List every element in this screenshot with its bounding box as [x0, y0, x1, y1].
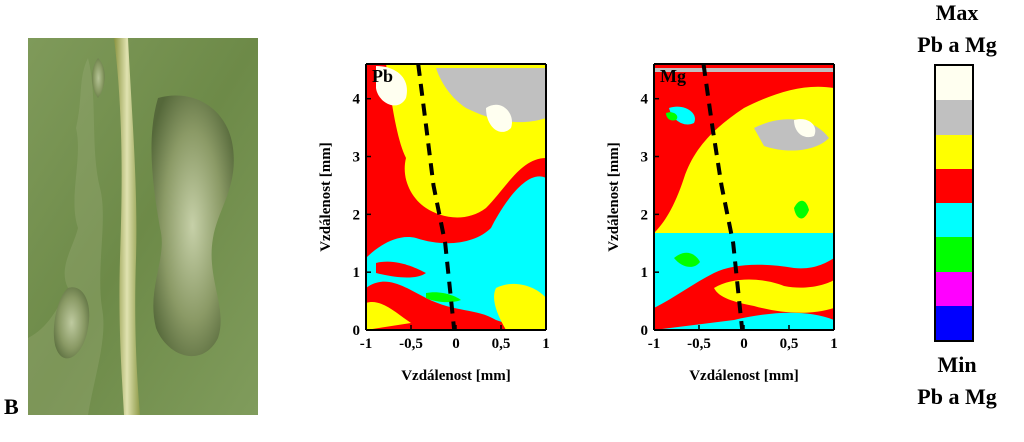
color-legend: Max Pb a Mg Min Pb a Mg [890, 0, 1024, 442]
legend-color-bar [934, 64, 974, 342]
pb-contour-fills [366, 64, 546, 330]
mg-x-tick-label: 1 [830, 336, 838, 352]
legend-min-sublabel: Pb a Mg [917, 384, 997, 409]
mg-contour-fills [654, 64, 834, 330]
legend-max-sublabel: Pb a Mg [917, 32, 997, 57]
mg-x-axis-label: Vzdálenost [mm] [689, 368, 799, 384]
mg-y-tick-label: 2 [641, 207, 649, 223]
pb-y-tick-label: 1 [353, 265, 361, 281]
legend-swatch [936, 305, 972, 340]
leaf-photo [28, 38, 258, 415]
mg-x-tick-label: 0 [740, 336, 748, 352]
pb-midrib-line [416, 63, 457, 331]
pb-y-axis-label: Vzdálenost [mm] [318, 142, 334, 252]
legend-swatch [936, 66, 972, 101]
legend-swatch [936, 203, 972, 238]
pb-x-tick-label: 1 [542, 336, 550, 352]
pb-series-label: Pb [372, 66, 393, 86]
pb-y-tick-label: 4 [353, 92, 361, 108]
pb-contour-chart: -1 -0,5 0 0,5 1 0 1 2 3 4 Pb Vzdálenost [mm] Vzd… [318, 63, 550, 384]
pb-x-tick-label: 0,5 [492, 336, 511, 352]
mg-contour-chart: -1 -0,5 0 0,5 1 0 1 2 3 4 Mg Vzdálenost [mm] Vzd… [606, 63, 838, 384]
mg-y-tick-label: 4 [641, 92, 649, 108]
pb-x-tick-label: 0 [452, 336, 460, 352]
mg-x-tick-label: -0,5 [687, 336, 711, 352]
legend-min-label: Min [937, 352, 977, 377]
pb-y-tick-label: 2 [353, 207, 361, 223]
panel-letter: B [4, 394, 19, 419]
mg-x-tick-label: -1 [648, 336, 661, 352]
pb-x-tick-label: -0,5 [399, 336, 423, 352]
mg-midrib-line [701, 63, 745, 331]
pb-y-tick-label: 3 [353, 150, 361, 166]
legend-swatch [936, 100, 972, 135]
mg-y-tick-label: 1 [641, 265, 649, 281]
mg-x-tick-label: 0,5 [780, 336, 799, 352]
legend-swatch [936, 271, 972, 306]
legend-swatch [936, 237, 972, 272]
mg-y-tick-label: 3 [641, 150, 649, 166]
pb-x-tick-label: -1 [360, 336, 373, 352]
legend-swatch [936, 168, 972, 203]
mg-series-label: Mg [660, 66, 686, 86]
legend-swatch [936, 134, 972, 169]
pb-x-axis-label: Vzdálenost [mm] [401, 368, 511, 384]
pb-y-tick-label: 0 [353, 323, 361, 339]
legend-max-label: Max [935, 0, 979, 25]
mg-y-axis-label: Vzdálenost [mm] [606, 142, 622, 252]
mg-y-tick-label: 0 [641, 323, 649, 339]
